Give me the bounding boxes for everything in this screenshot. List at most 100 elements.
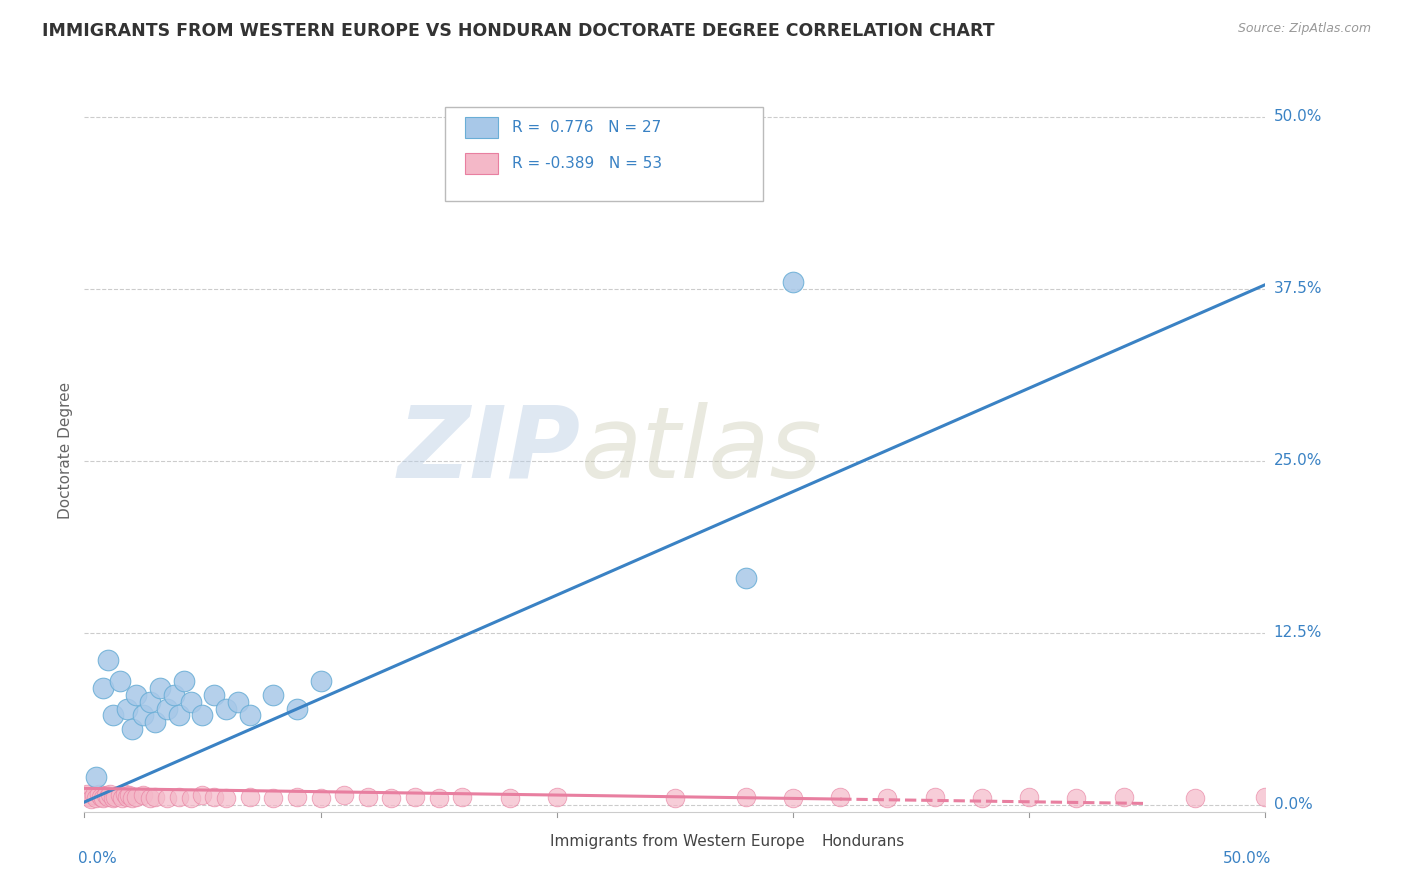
- Point: [101, 708, 124, 723]
- Point: [546, 789, 568, 804]
- Point: [734, 789, 756, 804]
- Point: [180, 695, 202, 709]
- Point: [262, 688, 284, 702]
- Point: [167, 789, 190, 804]
- Point: [357, 789, 380, 804]
- Point: [309, 673, 332, 688]
- Point: [782, 275, 804, 289]
- Point: [404, 789, 426, 804]
- Point: [76, 787, 98, 801]
- Point: [94, 788, 117, 802]
- Point: [77, 789, 100, 804]
- Point: [262, 791, 284, 805]
- Text: 50.0%: 50.0%: [1223, 852, 1271, 866]
- Point: [1018, 789, 1040, 804]
- Point: [121, 722, 143, 736]
- Text: ZIP: ZIP: [398, 402, 581, 499]
- FancyBboxPatch shape: [464, 153, 498, 175]
- Text: 25.0%: 25.0%: [1274, 453, 1322, 468]
- Point: [215, 791, 238, 805]
- Point: [1254, 789, 1277, 804]
- Point: [1184, 791, 1206, 805]
- Point: [97, 653, 120, 667]
- Point: [876, 791, 898, 805]
- Point: [451, 789, 474, 804]
- Point: [380, 791, 402, 805]
- Point: [118, 788, 141, 802]
- Point: [1066, 791, 1088, 805]
- Point: [285, 701, 308, 715]
- Point: [191, 708, 214, 723]
- Point: [163, 688, 186, 702]
- Point: [90, 789, 112, 804]
- Point: [108, 673, 131, 688]
- Point: [143, 789, 166, 804]
- FancyBboxPatch shape: [509, 831, 543, 852]
- Text: atlas: atlas: [581, 402, 823, 499]
- Text: 0.0%: 0.0%: [79, 852, 117, 866]
- Point: [125, 688, 148, 702]
- Text: IMMIGRANTS FROM WESTERN EUROPE VS HONDURAN DOCTORATE DEGREE CORRELATION CHART: IMMIGRANTS FROM WESTERN EUROPE VS HONDUR…: [42, 22, 995, 40]
- Point: [1112, 789, 1135, 804]
- Point: [108, 788, 131, 802]
- Point: [156, 701, 179, 715]
- Point: [924, 789, 946, 804]
- Point: [734, 571, 756, 585]
- Point: [97, 789, 120, 804]
- Point: [115, 701, 138, 715]
- Point: [83, 788, 105, 802]
- Point: [156, 791, 179, 805]
- Point: [215, 701, 238, 715]
- Point: [149, 681, 172, 695]
- FancyBboxPatch shape: [782, 831, 814, 852]
- Point: [664, 791, 686, 805]
- Text: 50.0%: 50.0%: [1274, 109, 1322, 124]
- Point: [285, 789, 308, 804]
- Point: [87, 787, 110, 801]
- Point: [114, 787, 136, 801]
- Point: [121, 791, 143, 805]
- Point: [830, 789, 852, 804]
- Point: [226, 695, 249, 709]
- Point: [191, 788, 214, 802]
- Point: [115, 789, 138, 804]
- Point: [80, 792, 103, 806]
- Point: [111, 791, 134, 805]
- Point: [98, 787, 121, 801]
- Point: [239, 789, 262, 804]
- Point: [139, 695, 162, 709]
- Point: [91, 791, 114, 805]
- Point: [143, 715, 166, 730]
- Point: [101, 791, 124, 805]
- Point: [84, 791, 107, 805]
- Point: [104, 789, 127, 804]
- Point: [239, 708, 262, 723]
- Point: [132, 708, 155, 723]
- Text: 12.5%: 12.5%: [1274, 625, 1322, 640]
- Point: [333, 788, 356, 802]
- Text: Source: ZipAtlas.com: Source: ZipAtlas.com: [1237, 22, 1371, 36]
- Point: [427, 791, 450, 805]
- Text: Hondurans: Hondurans: [821, 834, 904, 849]
- Text: Immigrants from Western Europe: Immigrants from Western Europe: [550, 834, 804, 849]
- Point: [167, 708, 190, 723]
- Point: [202, 789, 225, 804]
- Point: [970, 791, 993, 805]
- Point: [139, 791, 162, 805]
- Y-axis label: Doctorate Degree: Doctorate Degree: [58, 382, 73, 519]
- Point: [782, 791, 804, 805]
- Point: [132, 788, 155, 802]
- Text: R = -0.389   N = 53: R = -0.389 N = 53: [512, 156, 662, 171]
- Text: R =  0.776   N = 27: R = 0.776 N = 27: [512, 120, 661, 135]
- Text: 0.0%: 0.0%: [1274, 797, 1312, 813]
- Point: [309, 791, 332, 805]
- Point: [125, 789, 148, 804]
- Point: [173, 673, 195, 688]
- Point: [91, 681, 114, 695]
- Text: 37.5%: 37.5%: [1274, 281, 1322, 296]
- FancyBboxPatch shape: [464, 117, 498, 138]
- Point: [180, 791, 202, 805]
- Point: [498, 791, 520, 805]
- FancyBboxPatch shape: [444, 107, 763, 202]
- Point: [84, 770, 107, 784]
